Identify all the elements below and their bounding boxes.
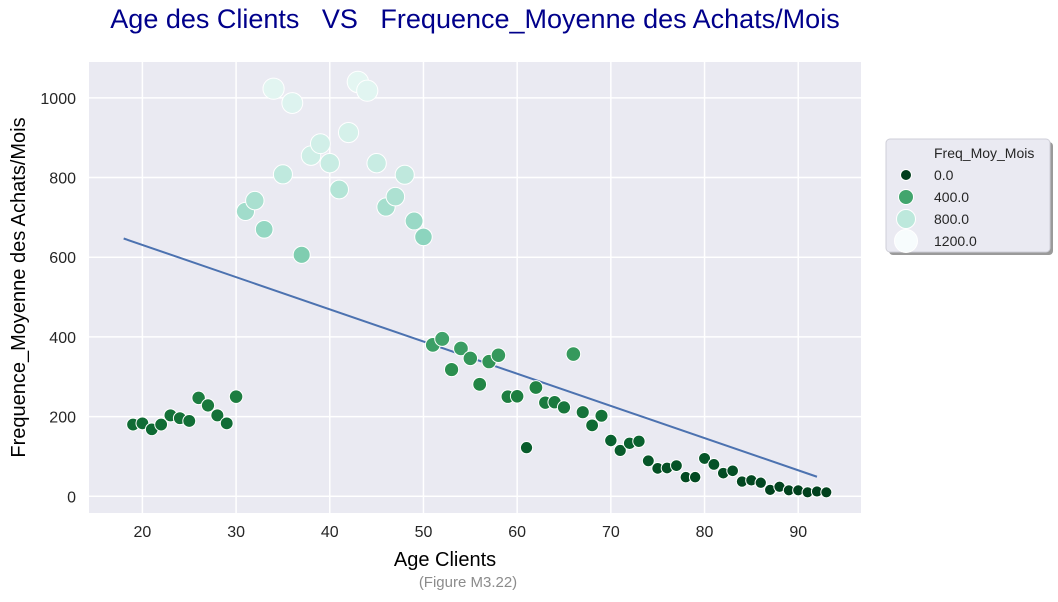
data-point <box>309 133 331 155</box>
data-point <box>245 190 265 211</box>
legend-marker <box>896 209 916 229</box>
data-point <box>509 389 525 404</box>
x-tick-label: 90 <box>789 524 807 541</box>
data-point <box>366 153 387 174</box>
y-axis-title: Frequence_Moyenne des Achats/Mois <box>8 117 30 457</box>
data-point <box>490 347 507 363</box>
legend-marker <box>894 229 918 253</box>
data-point <box>604 433 618 448</box>
legend-label: 800.0 <box>934 211 969 227</box>
plot-background <box>89 62 861 513</box>
data-point <box>698 451 712 465</box>
x-tick-label: 80 <box>696 524 714 541</box>
data-point <box>182 414 197 428</box>
data-point <box>191 390 206 406</box>
data-point <box>385 186 406 207</box>
y-tick-label: 800 <box>49 171 76 188</box>
x-axis-title: Age Clients <box>394 549 496 571</box>
y-tick-label: 1000 <box>40 91 76 108</box>
data-point <box>394 164 415 185</box>
legend-label: 400.0 <box>934 189 969 205</box>
data-point <box>319 153 340 174</box>
chart-title: Age des Clients VS Frequence_Moyenne des… <box>110 4 840 34</box>
data-point <box>820 486 833 499</box>
data-point <box>272 164 293 185</box>
data-point <box>254 219 274 239</box>
data-point <box>585 418 600 433</box>
data-point <box>443 361 460 378</box>
y-tick-label: 400 <box>49 330 76 347</box>
data-point <box>434 330 451 347</box>
data-point <box>210 408 225 423</box>
y-tick-label: 200 <box>49 410 76 427</box>
legend-marker <box>900 169 912 181</box>
x-tick-label: 20 <box>134 524 152 541</box>
data-point <box>754 476 767 489</box>
legend-title: Freq_Moy_Mois <box>934 145 1034 161</box>
data-point <box>707 457 721 471</box>
x-tick-label: 40 <box>321 524 339 541</box>
x-tick-label: 30 <box>227 524 245 541</box>
data-point <box>404 211 424 231</box>
data-point <box>613 443 627 458</box>
x-tick-label: 50 <box>415 524 433 541</box>
data-point <box>670 459 683 472</box>
data-point <box>632 434 646 448</box>
x-tick-label: 60 <box>508 524 526 541</box>
data-point <box>528 380 544 395</box>
legend-label: 0.0 <box>934 167 954 183</box>
data-point <box>726 464 739 478</box>
legend-label: 1200.0 <box>934 233 977 249</box>
data-point <box>688 470 702 484</box>
data-point <box>414 227 433 247</box>
x-tick-label: 70 <box>602 524 620 541</box>
data-point <box>472 376 488 392</box>
data-point <box>565 346 582 362</box>
data-point <box>556 400 572 415</box>
plot-area: 20 30 40 50 60 70 80 90 0 200 400 600 800 1000 Age Cli… <box>8 62 861 571</box>
data-point <box>575 405 590 420</box>
data-point <box>262 77 285 100</box>
data-point <box>154 417 169 432</box>
data-point <box>594 408 609 423</box>
data-point <box>641 454 655 468</box>
data-point <box>200 398 216 413</box>
legend: Freq_Moy_Mois 0.0 400.0 800.0 1200.0 <box>885 138 1053 255</box>
data-point <box>292 245 311 264</box>
data-point <box>219 416 234 431</box>
data-point <box>228 389 244 404</box>
y-tick-label: 600 <box>49 250 76 267</box>
data-point <box>462 350 479 367</box>
data-point <box>356 79 379 102</box>
data-point <box>337 121 360 144</box>
data-point <box>281 92 304 114</box>
data-point <box>453 340 469 357</box>
legend-box <box>885 138 1051 253</box>
y-tick-label: 0 <box>67 489 76 506</box>
figure-caption: (Figure M3.22) <box>418 574 518 591</box>
data-point <box>329 179 350 200</box>
data-point <box>519 441 534 455</box>
legend-marker <box>898 189 914 205</box>
